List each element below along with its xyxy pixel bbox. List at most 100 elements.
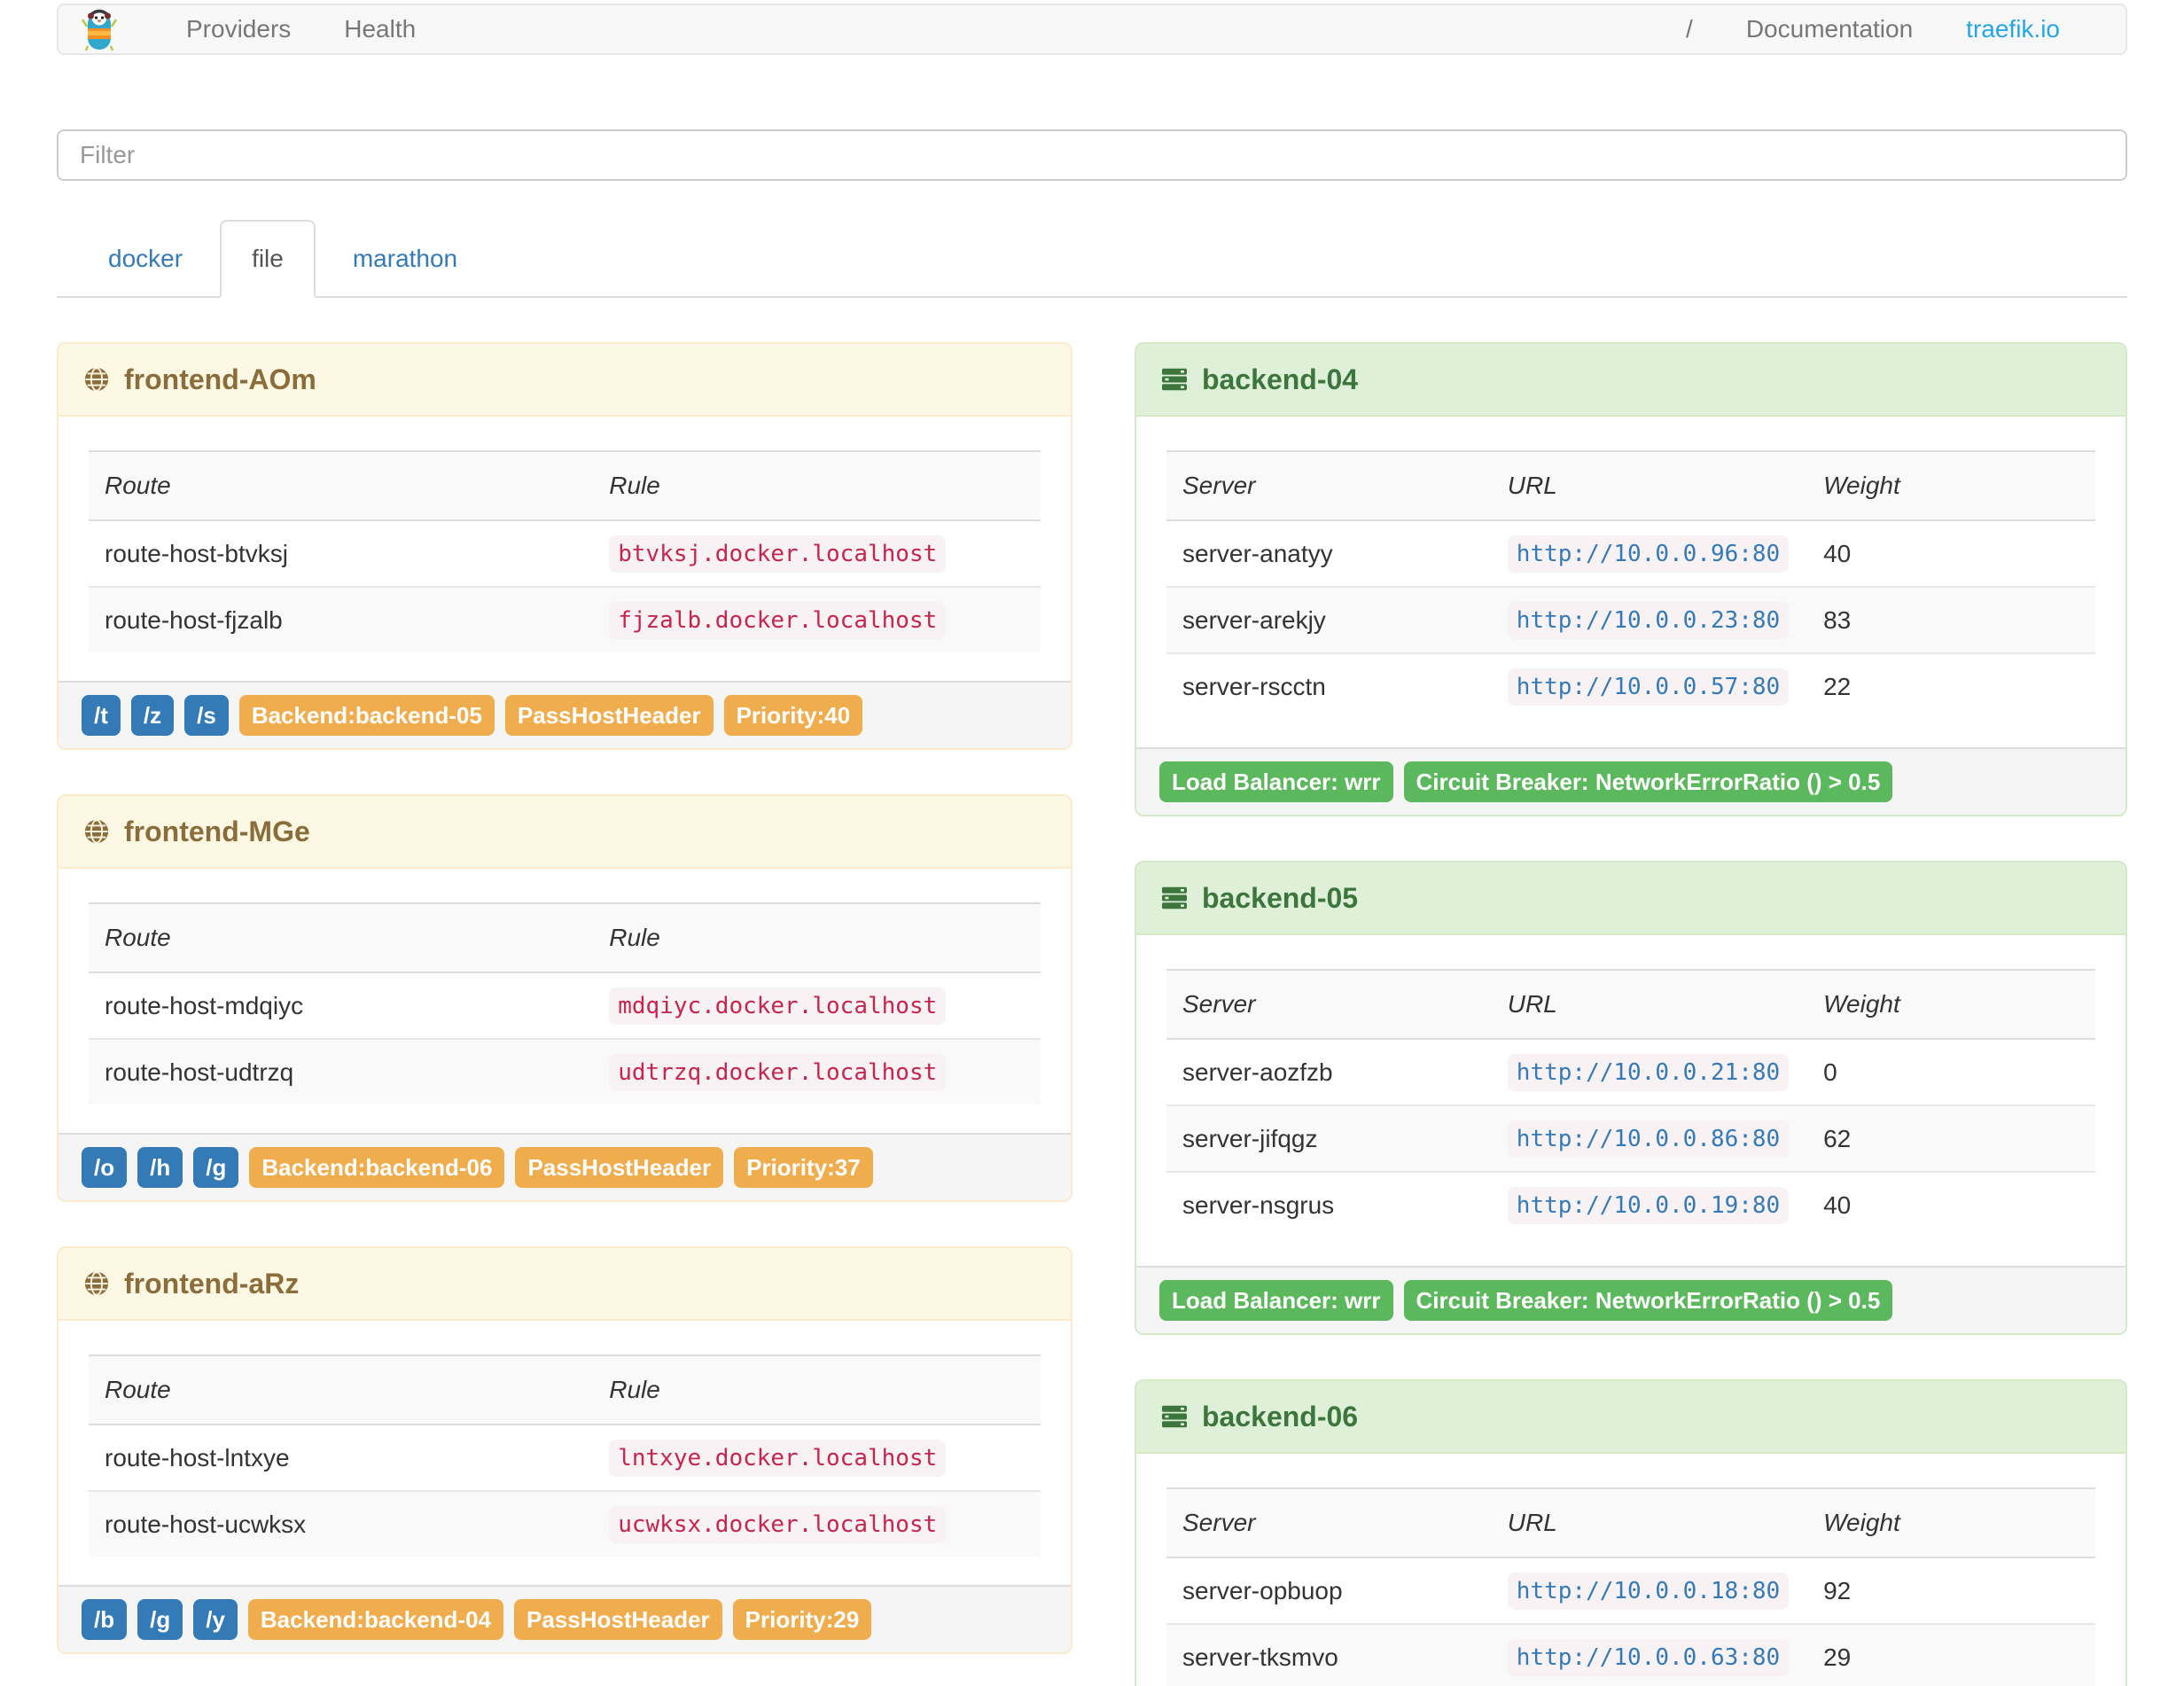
server-icon [1161, 1404, 1188, 1429]
load-balancer-badge: Load Balancer: wrr [1159, 761, 1393, 802]
weight-cell: 0 [1823, 1058, 1837, 1086]
frontend-panel-body: Route Rule route-host-btvksj btvksj.docker.… [58, 417, 1071, 681]
nav-traefik-io[interactable]: traefik.io [1966, 15, 2060, 43]
column-header-weight: Weight [1807, 450, 2095, 521]
backend-panel-body: Server URL Weight server-anatyy http://10.0.… [1136, 417, 2126, 747]
entrypoint-badge: /y [193, 1599, 238, 1640]
provider-tabs: docker file marathon [57, 220, 2127, 298]
traefik-logo[interactable] [82, 7, 117, 51]
circuit-breaker-badge: Circuit Breaker: NetworkErrorRatio () > … [1403, 761, 1893, 802]
frontend-panel-footer: /b/g/y Backend:backend-04 PassHostHeader Pr… [58, 1585, 1071, 1652]
backend-panel: backend-04 Server URL Weight server-anatyy ht… [1135, 342, 2127, 816]
server-url-link[interactable]: http://10.0.0.23:80 [1507, 602, 1790, 639]
tab-marathon[interactable]: marathon [352, 245, 458, 272]
server-row: server-jifqgz http://10.0.0.86:80 62 [1166, 1104, 2095, 1172]
rule-code: lntxye.docker.localhost [609, 1440, 947, 1477]
rule-cell: udtrzq.docker.localhost [593, 1038, 1041, 1104]
column-header-weight: Weight [1807, 969, 2095, 1040]
server-name-cell: server-anatyy [1182, 539, 1333, 567]
backend-title: backend-06 [1202, 1401, 1359, 1432]
frontend-panel-footer: /o/h/g Backend:backend-06 PassHostHeader Pr… [58, 1133, 1071, 1200]
server-icon [1161, 367, 1188, 392]
url-cell: http://10.0.0.96:80 [1492, 520, 1807, 587]
column-header-weight: Weight [1807, 1487, 2095, 1558]
server-icon [1161, 886, 1188, 910]
frontend-title: frontend-aRz [124, 1268, 300, 1300]
backend-panel: backend-06 Server URL Weight server-opbuop ht… [1135, 1379, 2127, 1686]
globe-icon [83, 1270, 110, 1297]
rule-cell: ucwksx.docker.localhost [593, 1490, 1041, 1557]
routes-table: Route Rule route-host-lntxye lntxye.docker.… [89, 1354, 1041, 1557]
server-url-link[interactable]: http://10.0.0.63:80 [1507, 1639, 1790, 1676]
tab-file[interactable]: file [220, 220, 316, 298]
rule-cell: fjzalb.docker.localhost [593, 586, 1041, 652]
servers-header-row: Server URL Weight [1166, 969, 2095, 1040]
backends-column: backend-04 Server URL Weight server-anatyy ht… [1135, 342, 2127, 1686]
nav-health[interactable]: Health [344, 15, 417, 43]
frontend-panel: frontend-MGe Route Rule route-host-mdqiyc md… [57, 794, 1072, 1202]
route-row: route-host-btvksj btvksj.docker.localhost [89, 520, 1041, 587]
tab-docker[interactable]: docker [108, 245, 183, 272]
weight-cell: 40 [1823, 539, 1852, 567]
rule-code: fjzalb.docker.localhost [609, 602, 947, 639]
servers-header-row: Server URL Weight [1166, 1487, 2095, 1558]
backend-title: backend-05 [1202, 882, 1359, 914]
frontend-panel-footer: /t/z/s Backend:backend-05 PassHostHeader Pr… [58, 681, 1071, 748]
frontend-panel-body: Route Rule route-host-lntxye lntxye.docker.… [58, 1321, 1071, 1585]
column-header-url: URL [1491, 969, 1808, 1040]
nav-documentation[interactable]: Documentation [1745, 15, 1914, 43]
server-name-cell: server-arekjy [1166, 586, 1492, 653]
rule-code: ucwksx.docker.localhost [609, 1506, 947, 1543]
server-name-cell: server-rscctn [1166, 652, 1492, 719]
routes-table: Route Rule route-host-mdqiyc mdqiyc.docker.… [89, 902, 1041, 1104]
server-url-link[interactable]: http://10.0.0.86:80 [1507, 1120, 1790, 1158]
server-url-link[interactable]: http://10.0.0.21:80 [1507, 1054, 1790, 1091]
routes-table: Route Rule route-host-btvksj btvksj.docker.… [89, 450, 1041, 652]
weight-cell: 22 [1807, 652, 2095, 719]
server-url-link[interactable]: http://10.0.0.96:80 [1507, 535, 1790, 573]
server-url-link[interactable]: http://10.0.0.18:80 [1507, 1573, 1790, 1610]
server-row: server-opbuop http://10.0.0.18:80 92 [1166, 1557, 2095, 1624]
priority-badge: Priority:37 [734, 1147, 873, 1188]
column-header-rule: Rule [593, 902, 1041, 973]
frontend-panel: frontend-aRz Route Rule route-host-lntxye ln… [57, 1246, 1072, 1654]
rule-code: udtrzq.docker.localhost [609, 1054, 947, 1091]
entrypoint-badge: /g [137, 1599, 183, 1640]
url-cell: http://10.0.0.18:80 [1492, 1557, 1807, 1624]
entrypoint-badge: /z [130, 695, 175, 736]
route-name-cell: route-host-mdqiyc [105, 991, 304, 1019]
traefik-mascot-icon [82, 9, 117, 51]
nav-separator: / [1686, 15, 1693, 43]
backend-title: backend-04 [1202, 363, 1359, 395]
navbar-right: / Documentation traefik.io [1659, 15, 2126, 43]
column-header-server: Server [1166, 969, 1492, 1040]
frontend-panel-heading: frontend-AOm [58, 344, 1071, 417]
servers-header-row: Server URL Weight [1166, 450, 2095, 521]
column-header-server: Server [1166, 450, 1492, 521]
weight-cell: 92 [1823, 1576, 1852, 1604]
url-cell: http://10.0.0.19:80 [1491, 1171, 1808, 1237]
entrypoint-badge: /h [137, 1147, 183, 1188]
column-header-url: URL [1491, 450, 1808, 521]
entrypoint-badge: /s [184, 695, 229, 736]
server-url-link[interactable]: http://10.0.0.57:80 [1507, 668, 1790, 706]
servers-table: Server URL Weight server-aozfzb http://10.0.… [1166, 969, 2095, 1237]
filter-input[interactable] [57, 129, 2127, 181]
url-cell: http://10.0.0.57:80 [1491, 652, 1808, 719]
server-name-cell: server-jifqgz [1166, 1104, 1492, 1172]
priority-badge: Priority:29 [732, 1599, 872, 1640]
nav-providers[interactable]: Providers [186, 15, 292, 43]
backend-panel-body: Server URL Weight server-aozfzb http://10.0.… [1136, 935, 2126, 1266]
server-name-cell: server-opbuop [1182, 1576, 1343, 1604]
frontend-panel-body: Route Rule route-host-mdqiyc mdqiyc.docker.… [58, 869, 1071, 1133]
frontends-column: frontend-AOm Route Rule route-host-btvksj bt… [57, 342, 1072, 1686]
url-cell: http://10.0.0.21:80 [1492, 1039, 1807, 1105]
server-url-link[interactable]: http://10.0.0.19:80 [1507, 1187, 1790, 1224]
route-row: route-host-fjzalb fjzalb.docker.localhost [89, 586, 1041, 652]
url-cell: http://10.0.0.23:80 [1491, 586, 1808, 653]
weight-cell: 29 [1807, 1623, 2095, 1686]
column-header-server: Server [1166, 1487, 1492, 1558]
backend-ref-badge: Backend:backend-05 [238, 695, 495, 736]
frontend-panel-heading: frontend-MGe [58, 796, 1071, 869]
